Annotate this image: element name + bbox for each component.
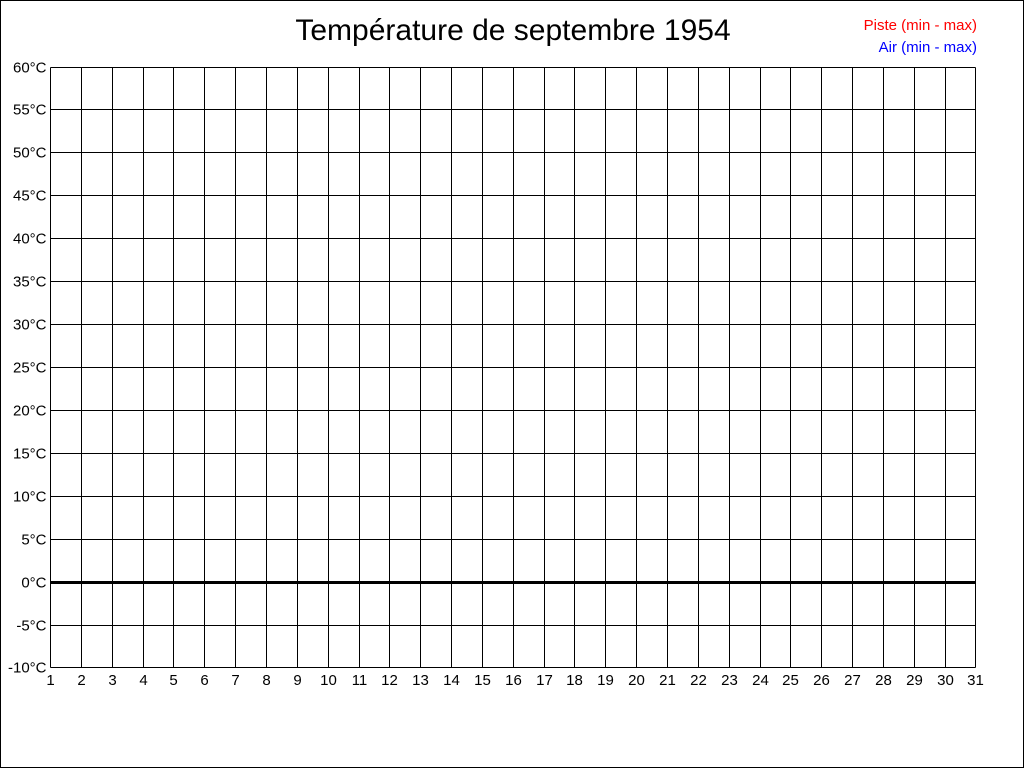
svg-text:24: 24 (752, 672, 769, 689)
svg-text:6: 6 (200, 672, 208, 689)
svg-text:27: 27 (844, 672, 861, 689)
svg-text:0°C: 0°C (21, 575, 46, 592)
svg-text:45°C: 45°C (13, 188, 47, 205)
svg-text:25°C: 25°C (13, 360, 47, 377)
svg-text:13: 13 (412, 672, 429, 689)
svg-text:3: 3 (108, 672, 116, 689)
svg-text:22: 22 (690, 672, 707, 689)
svg-text:15: 15 (474, 672, 491, 689)
svg-text:11: 11 (352, 672, 368, 689)
svg-text:7: 7 (231, 672, 239, 689)
svg-text:55°C: 55°C (13, 102, 47, 119)
svg-text:9: 9 (293, 672, 301, 689)
svg-text:18: 18 (566, 672, 583, 689)
svg-text:25: 25 (782, 672, 799, 689)
svg-text:19: 19 (597, 672, 614, 689)
svg-text:35°C: 35°C (13, 274, 47, 291)
svg-text:1: 1 (46, 672, 54, 689)
svg-text:20: 20 (628, 672, 645, 689)
svg-text:20°C: 20°C (13, 403, 47, 420)
svg-text:10°C: 10°C (13, 489, 47, 506)
svg-text:17: 17 (536, 672, 553, 689)
svg-text:-5°C: -5°C (16, 618, 46, 635)
svg-text:8: 8 (262, 672, 270, 689)
svg-text:10: 10 (320, 672, 337, 689)
svg-text:14: 14 (443, 672, 460, 689)
svg-text:-10°C: -10°C (8, 660, 47, 677)
svg-text:28: 28 (875, 672, 892, 689)
svg-text:16: 16 (505, 672, 522, 689)
svg-text:15°C: 15°C (13, 446, 47, 463)
svg-text:31: 31 (967, 672, 984, 689)
svg-text:40°C: 40°C (13, 231, 47, 248)
svg-text:29: 29 (906, 672, 923, 689)
svg-text:23: 23 (721, 672, 738, 689)
svg-text:2: 2 (77, 672, 85, 689)
svg-text:12: 12 (381, 672, 398, 689)
svg-text:26: 26 (813, 672, 830, 689)
svg-text:4: 4 (139, 672, 147, 689)
svg-text:30°C: 30°C (13, 317, 47, 334)
svg-text:50°C: 50°C (13, 145, 47, 162)
svg-text:60°C: 60°C (13, 60, 47, 77)
svg-text:30: 30 (937, 672, 954, 689)
svg-text:5: 5 (169, 672, 177, 689)
svg-text:5°C: 5°C (21, 532, 46, 549)
svg-text:21: 21 (659, 672, 676, 689)
